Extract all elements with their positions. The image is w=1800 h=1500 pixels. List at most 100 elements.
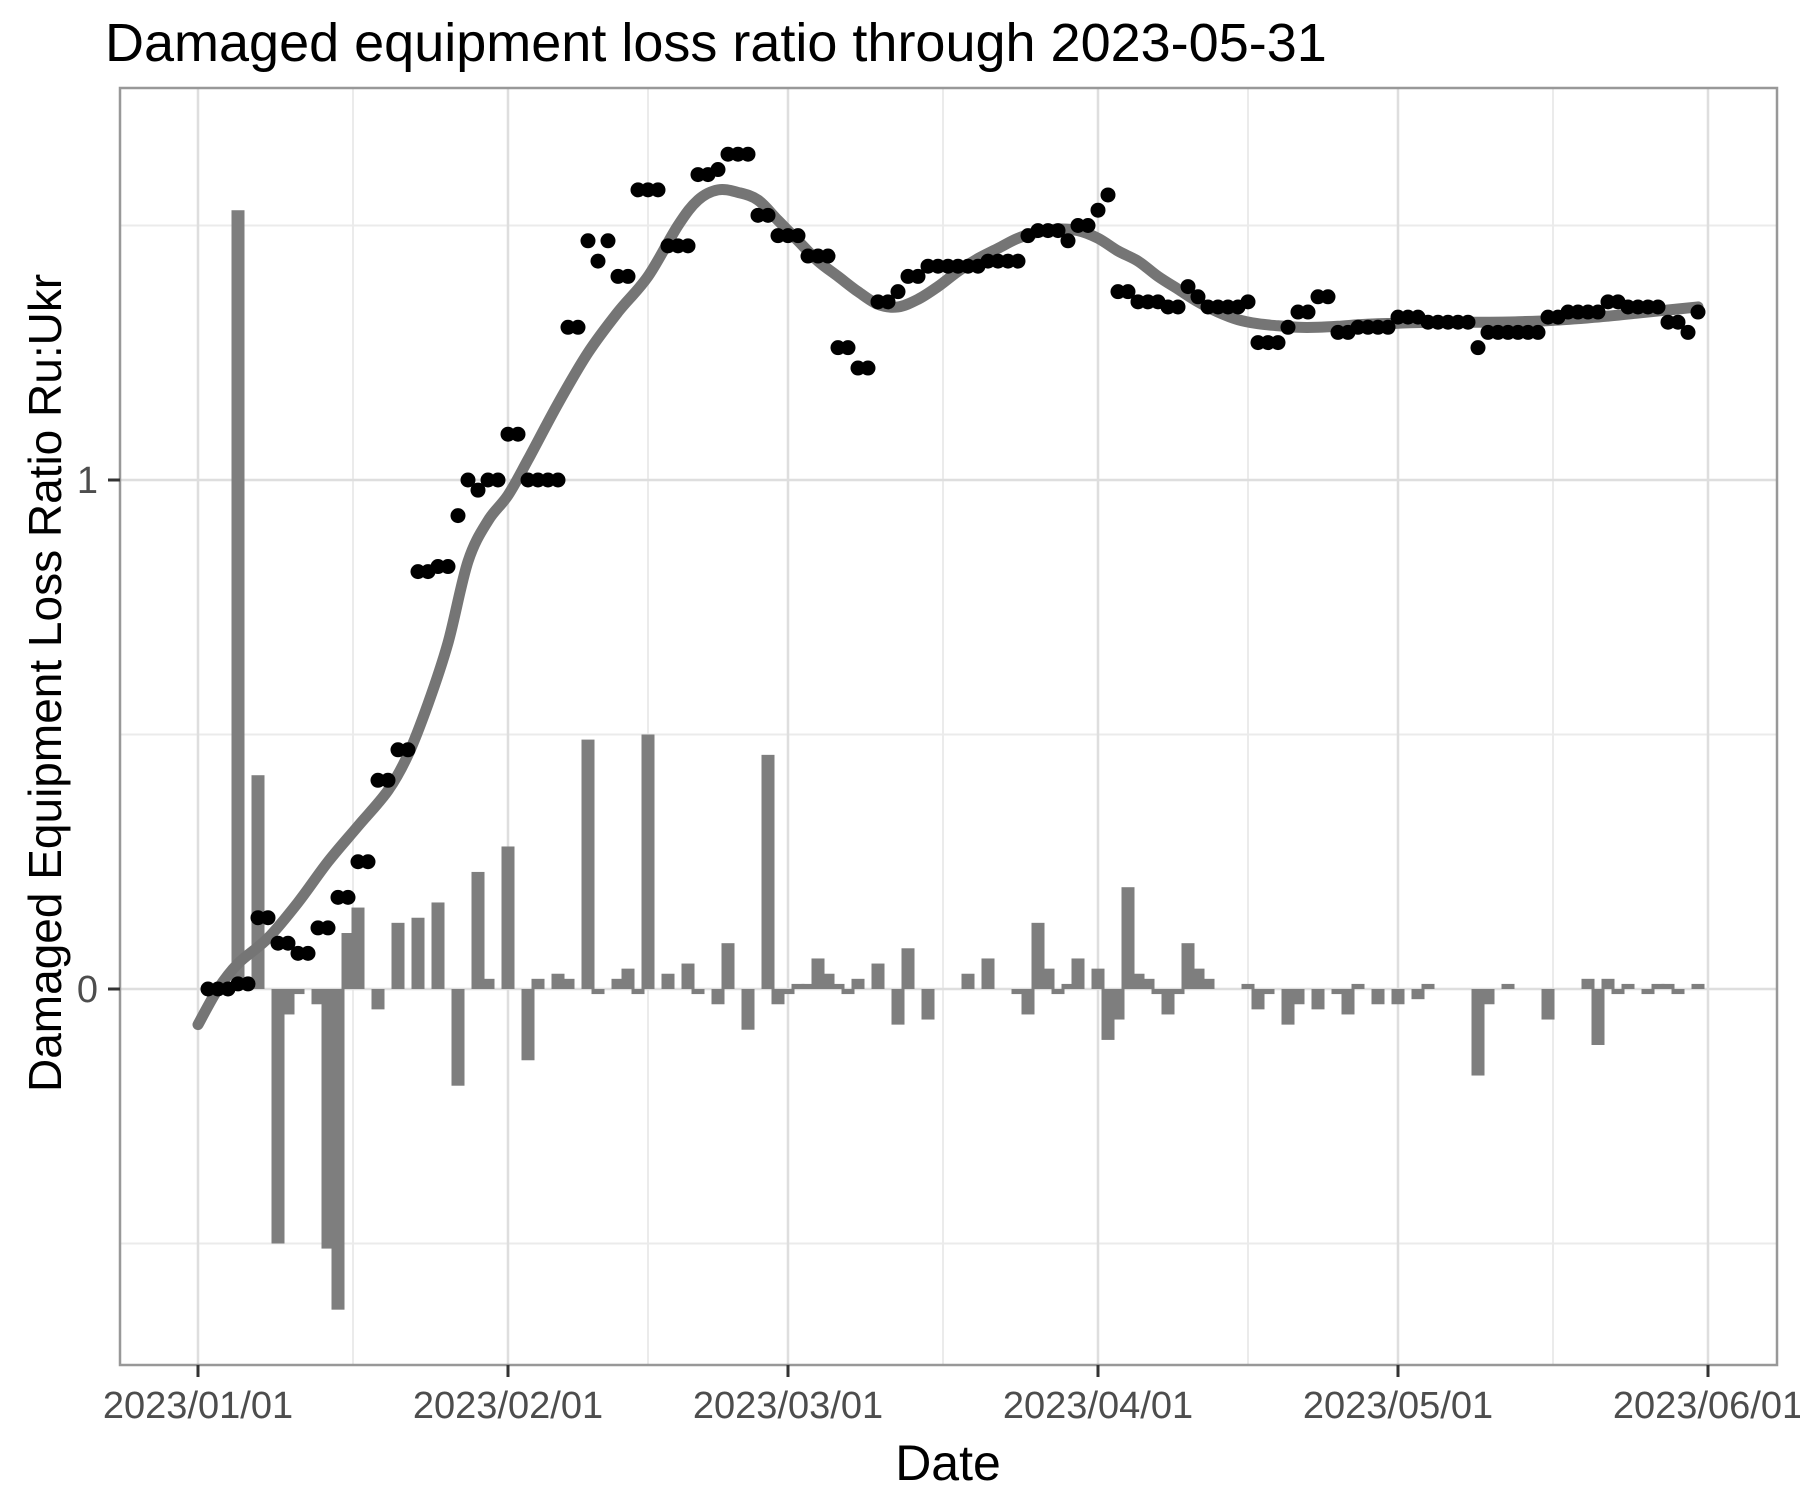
scatter-point <box>340 889 356 905</box>
scatter-point <box>910 268 926 284</box>
bar <box>1061 983 1075 989</box>
axis-tick-labels: 2023/01/01 2023/02/01 2023/03/01 2023/04/01… <box>77 460 1800 1427</box>
scatter-point <box>1670 314 1686 330</box>
bar <box>251 775 265 989</box>
bar <box>1341 989 1355 1015</box>
bar <box>1161 989 1175 1015</box>
bar <box>721 943 735 989</box>
bar <box>391 922 405 989</box>
scatter-point <box>440 559 456 575</box>
bar <box>1371 989 1385 1005</box>
bar <box>1501 983 1515 989</box>
scatter-point <box>260 910 276 926</box>
bar <box>371 989 385 1010</box>
scatter-point <box>880 294 896 310</box>
scatter-point <box>790 228 806 244</box>
scatter-point <box>590 253 606 269</box>
scatter-point <box>1010 253 1026 269</box>
bar <box>1291 989 1305 1005</box>
bar <box>681 963 695 989</box>
panel-border <box>118 86 1779 1367</box>
scatter-point <box>510 426 526 442</box>
scatter-point <box>1060 233 1076 249</box>
bar <box>501 846 515 989</box>
scatter-point <box>280 935 296 951</box>
bar <box>1191 968 1205 989</box>
scatter-point <box>1590 304 1606 320</box>
bar <box>1331 989 1345 995</box>
bar <box>841 989 855 995</box>
scatter-point <box>360 854 376 870</box>
y-tick-label: 0 <box>77 969 98 1011</box>
bar <box>1021 989 1035 1015</box>
axis-ticks <box>108 478 1710 1377</box>
scatter-point <box>740 146 756 162</box>
scatter-point <box>840 340 856 356</box>
scatter-point <box>1530 324 1546 340</box>
bar <box>411 917 425 989</box>
bar <box>851 978 865 989</box>
scatter-point <box>460 472 476 488</box>
panel-background <box>120 88 1777 1365</box>
bar <box>321 989 335 1249</box>
scatter-point <box>1690 304 1706 320</box>
x-tick-label: 2023/04/01 <box>1003 1385 1193 1427</box>
bar <box>1661 983 1675 989</box>
bar <box>811 958 825 989</box>
bar <box>1581 978 1595 989</box>
scatter-point <box>320 920 336 936</box>
scatter-point <box>1050 223 1066 239</box>
bar <box>1481 989 1495 1005</box>
bar <box>921 989 935 1020</box>
scatter-point <box>1240 294 1256 310</box>
bar <box>521 989 535 1061</box>
scatter-point <box>650 182 666 198</box>
bar <box>1201 978 1215 989</box>
scatter-point <box>1300 304 1316 320</box>
bar <box>781 989 795 995</box>
y-tick-label: 1 <box>77 460 98 502</box>
bar <box>771 989 785 1005</box>
x-axis-title: Date <box>895 1435 1001 1491</box>
bar <box>901 948 915 989</box>
bar <box>1041 968 1055 989</box>
scatter-point <box>1090 202 1106 218</box>
bar <box>1601 978 1615 989</box>
bar <box>341 933 355 989</box>
bar <box>621 968 635 989</box>
bar <box>1121 887 1135 989</box>
bar <box>631 989 645 995</box>
bar <box>1311 989 1325 1010</box>
scatter-point <box>1460 314 1476 330</box>
bar <box>1591 989 1605 1045</box>
bar <box>1131 973 1145 989</box>
bar <box>831 983 845 989</box>
scatter-point <box>1470 340 1486 356</box>
scatter-point <box>300 945 316 961</box>
bar <box>741 989 755 1030</box>
bar <box>1051 989 1065 995</box>
bar <box>1241 983 1255 989</box>
scatter-point <box>760 207 776 223</box>
bar <box>1641 989 1655 995</box>
scatter-point <box>680 238 696 254</box>
scatter-point <box>1170 299 1186 315</box>
bar <box>961 973 975 989</box>
scatter-point <box>600 233 616 249</box>
bar <box>481 978 495 989</box>
bar <box>271 989 285 1244</box>
scatter-point <box>550 472 566 488</box>
scatter-point <box>1270 335 1286 351</box>
bar <box>1141 978 1155 989</box>
bar <box>891 989 905 1025</box>
bar <box>821 973 835 989</box>
bar <box>1541 989 1555 1020</box>
bar <box>591 989 605 995</box>
scatter-point <box>400 742 416 758</box>
bar <box>791 983 805 989</box>
scatter-point <box>240 976 256 992</box>
bar <box>761 754 775 989</box>
bar <box>1261 989 1275 995</box>
bar <box>661 973 675 989</box>
